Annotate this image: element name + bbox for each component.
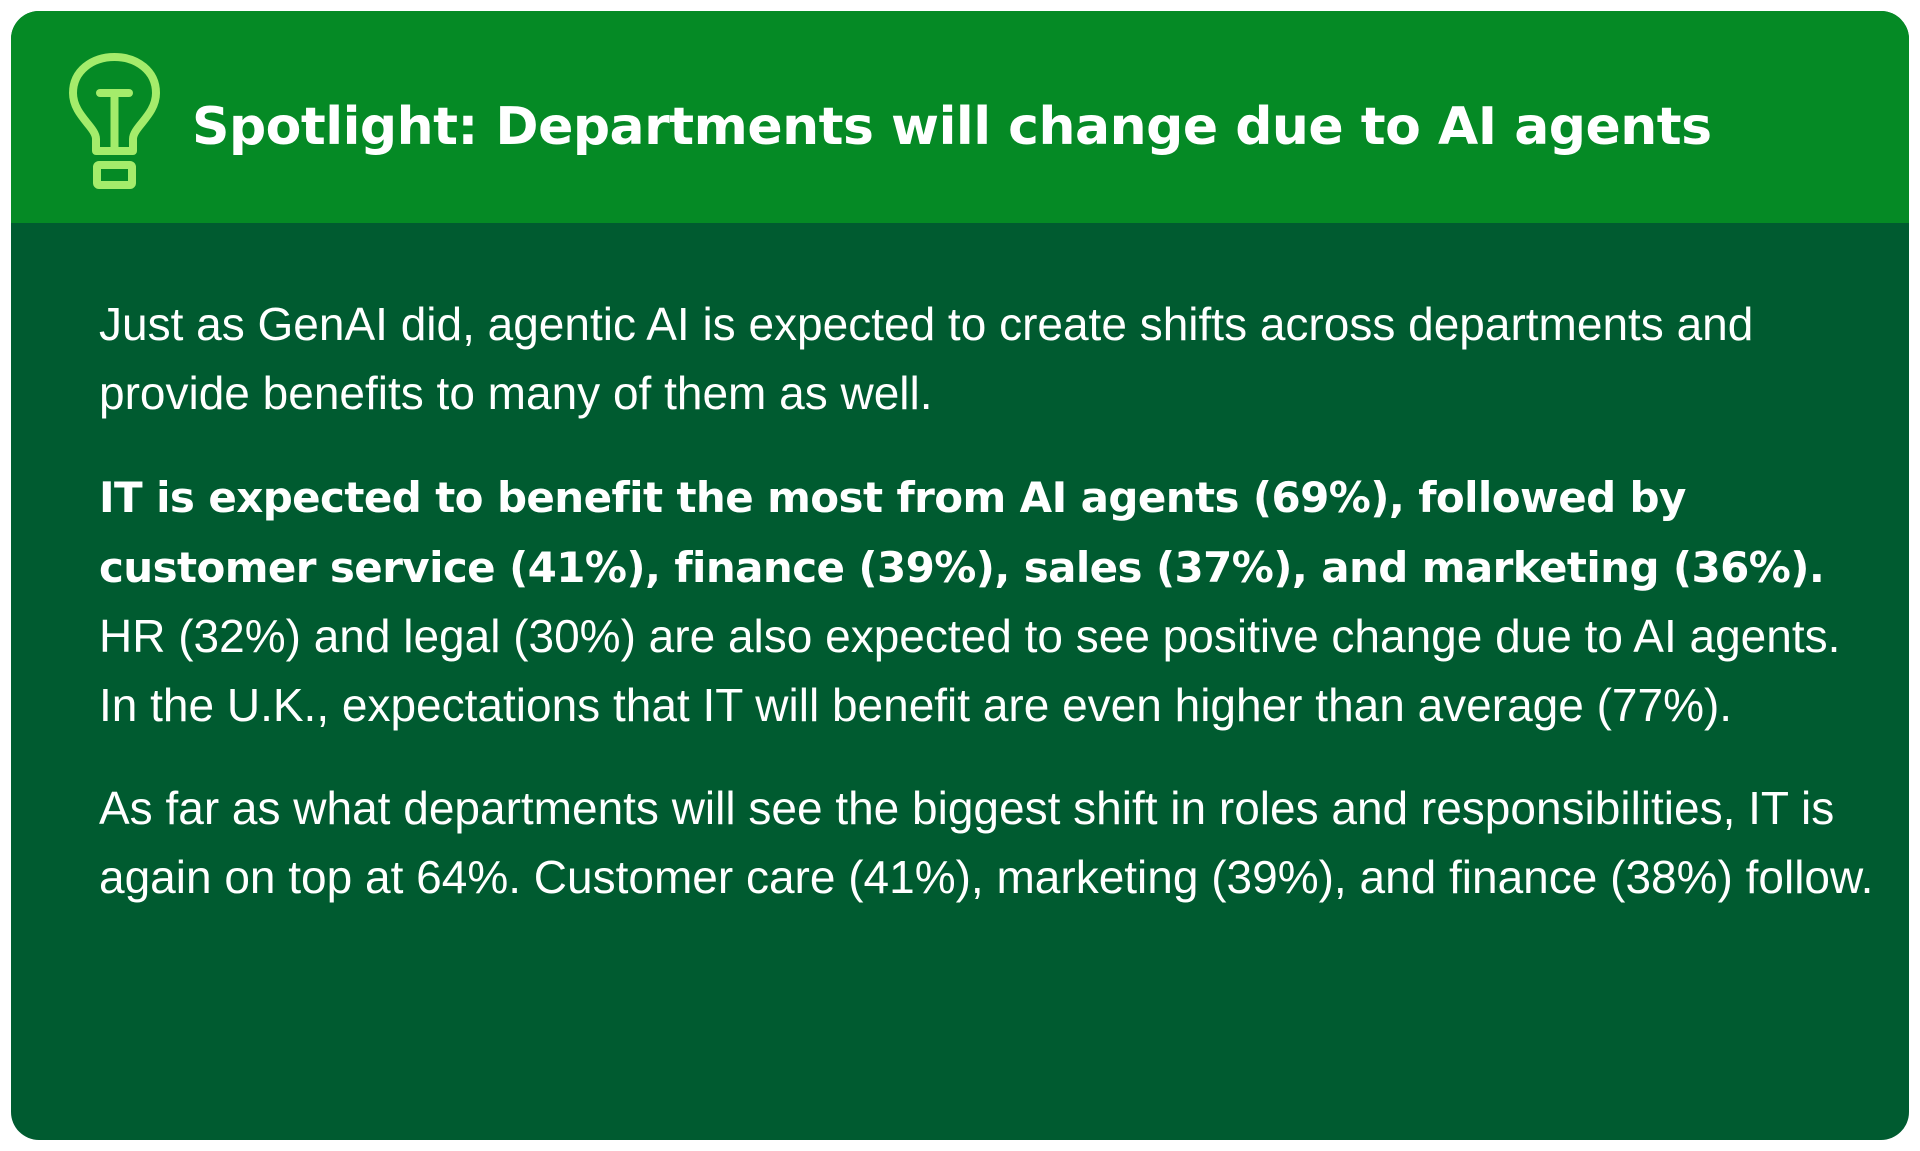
card-header: Spotlight: Departments will change due t… [11,11,1909,223]
roles-paragraph: As far as what departments will see the … [99,782,1874,903]
intro-paragraph: Just as GenAI did, agentic AI is expecte… [99,298,1754,419]
spotlight-card: Spotlight: Departments will change due t… [11,11,1909,1140]
lightbulb-icon [69,53,160,189]
card-title: Spotlight: Departments will change due t… [192,97,1712,157]
benefits-detail: HR (32%) and legal (30%) are also expect… [99,610,1841,731]
card-body: Just as GenAI did, agentic AI is expecte… [99,290,1889,946]
benefits-highlight: IT is expected to benefit the most from … [99,473,1825,592]
benefits-paragraph: IT is expected to benefit the most from … [99,462,1889,740]
